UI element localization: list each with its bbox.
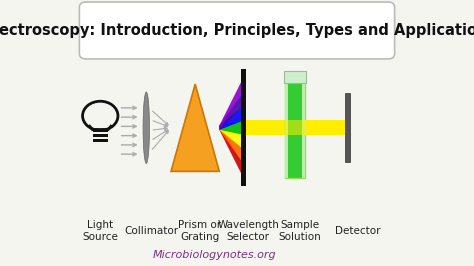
Polygon shape <box>305 120 345 135</box>
Bar <box>241 69 246 186</box>
Text: Spectroscopy: Introduction, Principles, Types and Applications: Spectroscopy: Introduction, Principles, … <box>0 23 474 38</box>
Bar <box>284 71 306 83</box>
Polygon shape <box>219 126 244 164</box>
Text: Collimator: Collimator <box>125 226 179 236</box>
FancyBboxPatch shape <box>79 2 395 59</box>
Text: Microbiologynotes.org: Microbiologynotes.org <box>153 250 276 260</box>
Text: Wavelength
Selector: Wavelength Selector <box>217 220 279 242</box>
Bar <box>93 134 108 137</box>
Polygon shape <box>171 84 219 171</box>
Polygon shape <box>219 126 244 149</box>
Polygon shape <box>285 120 305 135</box>
Polygon shape <box>219 92 244 130</box>
Bar <box>345 93 350 162</box>
Text: Prism or
Grating: Prism or Grating <box>178 220 221 242</box>
Polygon shape <box>219 106 244 130</box>
Polygon shape <box>246 120 285 135</box>
Bar <box>93 139 108 142</box>
Bar <box>285 77 288 178</box>
Bar <box>301 77 305 178</box>
Text: Sample
Solution: Sample Solution <box>278 220 321 242</box>
Ellipse shape <box>143 92 149 163</box>
Bar <box>93 129 108 132</box>
Polygon shape <box>219 126 244 178</box>
Text: Light
Source: Light Source <box>82 220 118 242</box>
Bar <box>285 77 305 178</box>
Text: Detector: Detector <box>335 226 381 236</box>
Polygon shape <box>219 120 244 135</box>
Polygon shape <box>219 77 244 130</box>
